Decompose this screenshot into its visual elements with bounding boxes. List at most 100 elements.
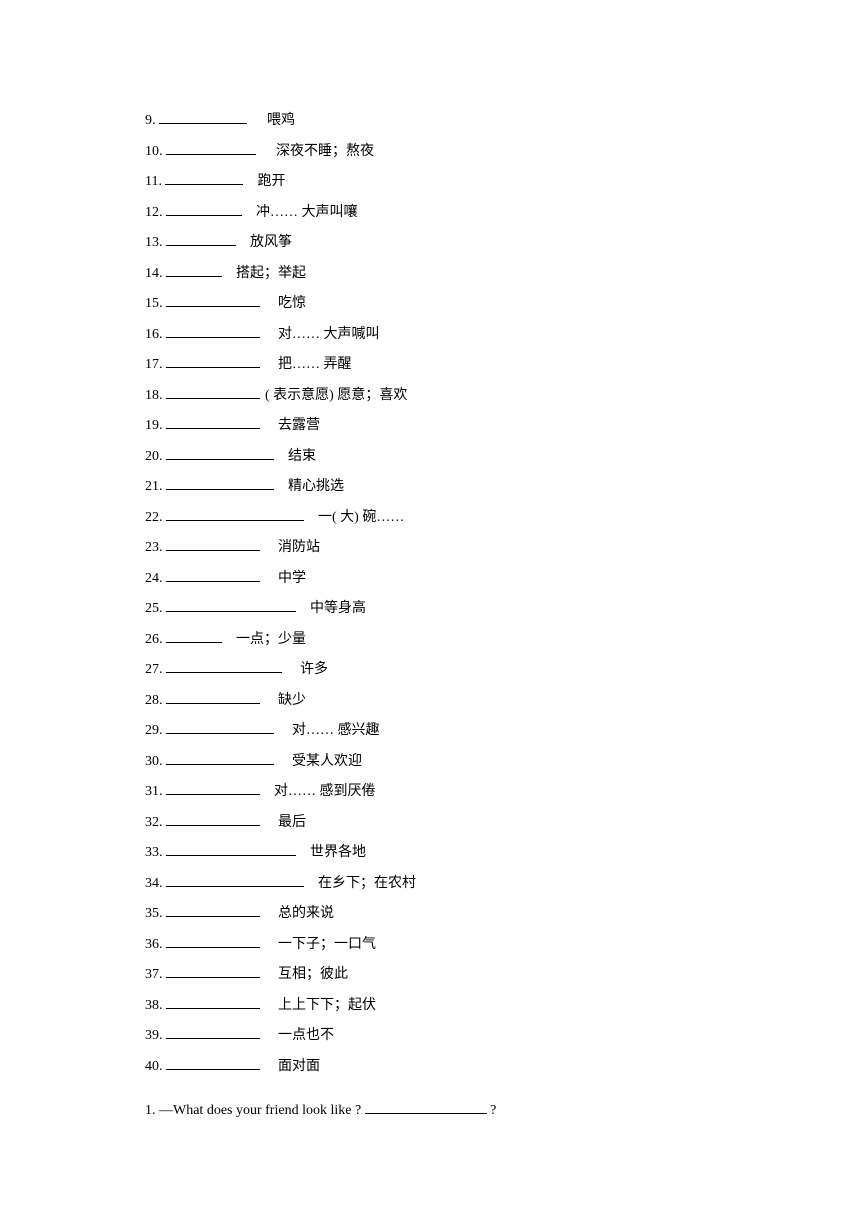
item-definition: 受某人欢迎: [292, 754, 362, 769]
fill-blank: [166, 720, 274, 734]
item-number: 26.: [145, 632, 163, 647]
question-number: 1.: [145, 1103, 156, 1118]
vocab-item: 19. 去露营: [145, 415, 715, 433]
item-number: 23.: [145, 540, 163, 555]
vocab-item: 30. 受某人欢迎: [145, 751, 715, 769]
item-definition: 一下子；一口气: [278, 937, 376, 952]
vocab-item: 28. 缺少: [145, 690, 715, 708]
item-number: 13.: [145, 235, 163, 250]
vocab-item: 34. 在乡下；在农村: [145, 873, 715, 891]
item-number: 19.: [145, 418, 163, 433]
fill-blank: [159, 110, 247, 124]
item-number: 18.: [145, 388, 163, 403]
item-definition: 互相；彼此: [278, 967, 348, 982]
fill-blank: [166, 141, 256, 155]
vocab-item: 16. 对…… 大声喊叫: [145, 324, 715, 342]
item-definition: 放风筝: [250, 235, 292, 250]
item-definition: 缺少: [278, 693, 306, 708]
item-definition: 上上下下；起伏: [278, 998, 376, 1013]
vocab-item: 20. 结束: [145, 446, 715, 464]
fill-blank: [166, 690, 260, 704]
fill-blank: [166, 629, 222, 643]
item-definition: 对…… 大声喊叫: [278, 327, 380, 342]
vocab-item: 35. 总的来说: [145, 903, 715, 921]
item-number: 25.: [145, 601, 163, 616]
vocab-item: 22. 一( 大) 碗……: [145, 507, 715, 525]
fill-blank: [166, 263, 222, 277]
vocab-item: 38. 上上下下；起伏: [145, 995, 715, 1013]
fill-blank: [166, 903, 260, 917]
item-definition: 冲…… 大声叫嚷: [256, 205, 358, 220]
vocab-item: 11. 跑开: [145, 171, 715, 189]
item-definition: 跑开: [257, 174, 285, 189]
item-number: 16.: [145, 327, 163, 342]
vocab-item: 40. 面对面: [145, 1056, 715, 1074]
item-definition: 去露营: [278, 418, 320, 433]
vocab-item: 29. 对…… 感兴趣: [145, 720, 715, 738]
item-number: 24.: [145, 571, 163, 586]
item-definition: 中等身高: [310, 601, 366, 616]
item-definition: 总的来说: [278, 906, 334, 921]
item-number: 21.: [145, 479, 163, 494]
item-number: 37.: [145, 967, 163, 982]
item-number: 39.: [145, 1028, 163, 1043]
item-definition: 消防站: [278, 540, 320, 555]
vocab-item: 10. 深夜不睡；熬夜: [145, 141, 715, 159]
item-number: 36.: [145, 937, 163, 952]
question-line: 1. —What does your friend look like ? ?: [145, 1100, 715, 1118]
item-number: 29.: [145, 723, 163, 738]
item-definition: 搭起；举起: [236, 266, 306, 281]
item-definition: 精心挑选: [288, 479, 344, 494]
item-definition: 喂鸡: [267, 113, 295, 128]
item-number: 10.: [145, 144, 163, 159]
item-definition: 对…… 感兴趣: [292, 723, 380, 738]
item-number: 35.: [145, 906, 163, 921]
question-text-before: —What does your friend look like ?: [159, 1103, 361, 1118]
fill-blank: [166, 446, 274, 460]
fill-blank: [166, 385, 260, 399]
vocab-item: 25. 中等身高: [145, 598, 715, 616]
item-definition: 把…… 弄醒: [278, 357, 352, 372]
item-definition: 在乡下；在农村: [318, 876, 416, 891]
fill-blank: [166, 873, 304, 887]
vocab-item: 31. 对…… 感到厌倦: [145, 781, 715, 799]
fill-blank: [166, 995, 260, 1009]
item-number: 14.: [145, 266, 163, 281]
vocab-item: 33. 世界各地: [145, 842, 715, 860]
vocab-item: 32. 最后: [145, 812, 715, 830]
item-definition: 一点也不: [278, 1028, 334, 1043]
fill-blank: [166, 842, 296, 856]
question-text-after: ?: [490, 1103, 496, 1118]
item-definition: 最后: [278, 815, 306, 830]
item-number: 40.: [145, 1059, 163, 1074]
item-number: 9.: [145, 113, 156, 128]
fill-blank: [166, 812, 260, 826]
item-definition: 对…… 感到厌倦: [274, 784, 376, 799]
vocab-item: 24. 中学: [145, 568, 715, 586]
item-definition: ( 表示意愿) 愿意；喜欢: [265, 388, 407, 403]
fill-blank: [166, 568, 260, 582]
item-number: 15.: [145, 296, 163, 311]
vocab-item: 39. 一点也不: [145, 1025, 715, 1043]
vocab-item: 9. 喂鸡: [145, 110, 715, 128]
item-number: 28.: [145, 693, 163, 708]
vocab-item: 27. 许多: [145, 659, 715, 677]
fill-blank: [166, 1025, 260, 1039]
fill-blank: [166, 476, 274, 490]
item-number: 34.: [145, 876, 163, 891]
fill-blank: [166, 202, 242, 216]
vocab-item: 18. ( 表示意愿) 愿意；喜欢: [145, 385, 715, 403]
item-definition: 结束: [288, 449, 316, 464]
item-number: 32.: [145, 815, 163, 830]
item-number: 27.: [145, 662, 163, 677]
fill-blank: [166, 598, 296, 612]
vocab-item: 15. 吃惊: [145, 293, 715, 311]
item-number: 30.: [145, 754, 163, 769]
item-number: 17.: [145, 357, 163, 372]
item-definition: 许多: [300, 662, 328, 677]
item-definition: 吃惊: [278, 296, 306, 311]
item-number: 33.: [145, 845, 163, 860]
vocab-item: 26. 一点；少量: [145, 629, 715, 647]
item-number: 31.: [145, 784, 163, 799]
fill-blank: [166, 659, 282, 673]
